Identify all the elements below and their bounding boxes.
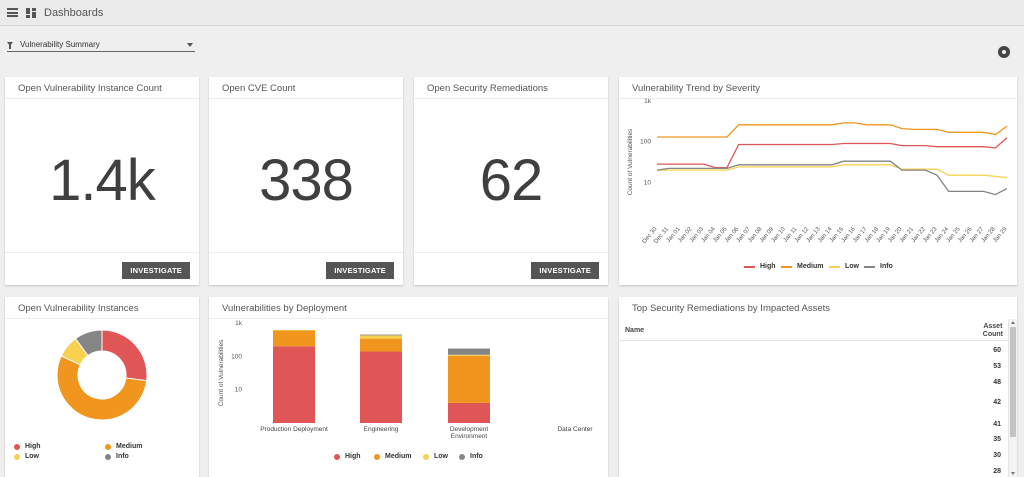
- y-axis-label: Count of Vulnerabilities: [627, 128, 634, 195]
- bar-segment-high[interactable]: [273, 346, 315, 423]
- card-title: Open Vulnerability Instance Count: [18, 83, 162, 94]
- scroll-down-icon[interactable]: [1011, 472, 1015, 475]
- deployment-chart-card: Vulnerabilities by Deployment Count of V…: [209, 297, 608, 477]
- kpi-card-cve-count: Open CVE Count 338 INVESTIGATE: [209, 77, 403, 285]
- series-line-info: [656, 160, 1008, 196]
- scrollbar-thumb[interactable]: [1010, 327, 1016, 437]
- investigate-button[interactable]: INVESTIGATE: [326, 262, 394, 279]
- donut-slice-high[interactable]: [101, 329, 148, 382]
- column-header-name[interactable]: Name: [625, 327, 645, 334]
- x-category-label: Production Deployment: [260, 426, 328, 433]
- table-row-asset-count[interactable]: 60: [993, 347, 1001, 354]
- y-tick-label: 100: [640, 139, 651, 146]
- y-tick-label: 1k: [235, 320, 243, 327]
- y-axis-label: Count of Vulnerabilities: [218, 339, 225, 406]
- legend-medium: Medium: [781, 263, 823, 270]
- table-row-asset-count[interactable]: 28: [993, 468, 1001, 475]
- filter-icon: [7, 41, 13, 49]
- donut-chart-card: Open Vulnerability Instances High Medium…: [5, 297, 199, 477]
- app-title: Dashboards: [44, 6, 104, 19]
- table-header: Name Asset Count: [619, 319, 1017, 341]
- donut-chart: [56, 329, 148, 421]
- bar-segment-medium[interactable]: [273, 330, 315, 347]
- bar-segment-high[interactable]: [448, 402, 490, 423]
- scroll-up-icon[interactable]: [1011, 321, 1015, 324]
- x-category-label: Environment: [451, 433, 488, 440]
- bar-segment-info[interactable]: [448, 348, 490, 355]
- table-row-asset-count[interactable]: 42: [993, 399, 1001, 406]
- legend-low: Low: [829, 263, 859, 270]
- x-category-label: Data Center: [557, 426, 593, 433]
- donut-slice-medium[interactable]: [56, 355, 148, 421]
- y-tick-label: 1k: [644, 98, 652, 105]
- bar-segment-low[interactable]: [448, 354, 490, 356]
- legend-high: High: [334, 453, 361, 460]
- card-title: Open CVE Count: [222, 83, 296, 94]
- table-row-asset-count[interactable]: 35: [993, 436, 1001, 443]
- dashboards-icon: [26, 7, 36, 18]
- column-header-asset-count[interactable]: Asset Count: [982, 323, 1003, 338]
- legend-high: High: [744, 263, 776, 270]
- investigate-button[interactable]: INVESTIGATE: [122, 262, 190, 279]
- kpi-value: 338: [259, 148, 354, 213]
- kpi-card-instance-count: Open Vulnerability Instance Count 1.4k I…: [5, 77, 199, 285]
- donut-slice-info[interactable]: [74, 329, 103, 357]
- bar-segment-medium[interactable]: [448, 355, 490, 403]
- remediations-table-card: Top Security Remediations by Impacted As…: [619, 297, 1017, 477]
- kpi-card-remediations: Open Security Remediations 62 INVESTIGAT…: [414, 77, 608, 285]
- dashboard-filter-select[interactable]: Vulnerability Summary: [7, 38, 195, 52]
- series-line-low: [657, 164, 1008, 179]
- legend-high: High: [14, 443, 41, 450]
- y-tick-label: 100: [231, 353, 242, 360]
- table-row-asset-count[interactable]: 48: [993, 379, 1001, 386]
- legend-info: Info: [864, 263, 893, 270]
- table-row-asset-count[interactable]: 41: [993, 421, 1001, 428]
- card-title: Top Security Remediations by Impacted As…: [632, 303, 831, 314]
- legend-info: Info: [105, 453, 129, 460]
- top-bar: Dashboards: [0, 0, 1024, 26]
- table-row-asset-count[interactable]: 30: [993, 452, 1001, 459]
- investigate-button[interactable]: INVESTIGATE: [531, 262, 599, 279]
- kpi-value: 1.4k: [49, 148, 156, 213]
- bar-segment-medium[interactable]: [360, 338, 402, 352]
- card-title: Vulnerabilities by Deployment: [222, 303, 347, 314]
- series-line-high: [657, 137, 1008, 169]
- series-line-medium: [657, 122, 1008, 138]
- settings-icon[interactable]: [998, 46, 1010, 58]
- card-title: Open Vulnerability Instances: [18, 303, 139, 314]
- table-scrollbar[interactable]: [1008, 319, 1017, 477]
- legend-low: Low: [14, 453, 39, 460]
- card-title: Open Security Remediations: [427, 83, 548, 94]
- kpi-value: 62: [479, 148, 544, 213]
- table-row-asset-count[interactable]: 53: [993, 363, 1001, 370]
- bar-segment-low[interactable]: [360, 335, 402, 339]
- card-title: Vulnerability Trend by Severity: [632, 83, 760, 94]
- y-tick-label: 10: [235, 387, 243, 394]
- menu-icon[interactable]: [7, 8, 18, 17]
- bar-segment-high[interactable]: [360, 351, 402, 423]
- legend-info: Info: [459, 453, 483, 460]
- x-category-label: Engineering: [364, 426, 399, 433]
- legend-medium: Medium: [374, 453, 411, 460]
- legend-low: Low: [423, 453, 448, 460]
- filter-selected-value: Vulnerability Summary: [20, 40, 100, 49]
- trend-chart-card: Vulnerability Trend by Severity Count of…: [619, 77, 1017, 285]
- legend-medium: Medium: [105, 443, 142, 450]
- chevron-down-icon: [187, 42, 193, 47]
- x-category-label: Development: [450, 426, 488, 433]
- deployment-chart: Count of Vulnerabilities 1k 100 10 Productio…: [218, 320, 593, 440]
- y-tick-label: 10: [644, 179, 652, 186]
- bar-segment-info[interactable]: [360, 334, 402, 336]
